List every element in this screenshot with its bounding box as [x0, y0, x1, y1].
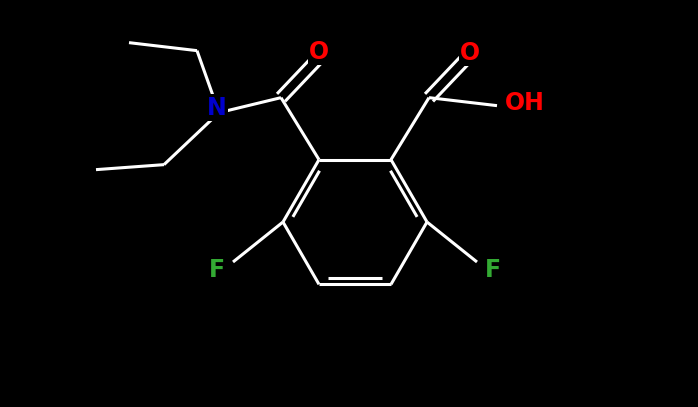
Text: F: F — [485, 258, 501, 282]
Text: F: F — [209, 258, 225, 282]
Text: O: O — [460, 41, 480, 65]
Text: O: O — [309, 39, 329, 63]
Text: OH: OH — [505, 91, 545, 115]
Text: N: N — [207, 96, 227, 120]
